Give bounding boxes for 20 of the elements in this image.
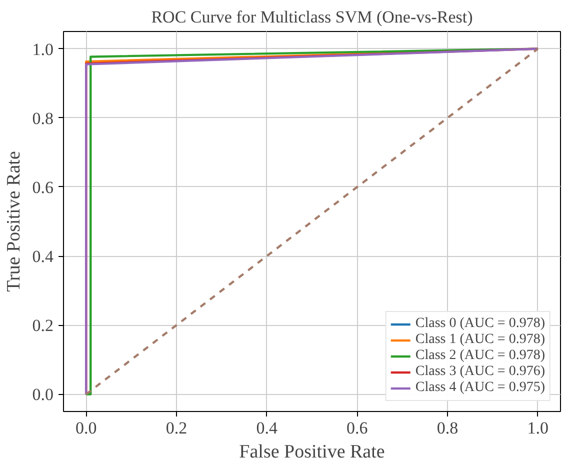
y-tick-label: 0.4 xyxy=(32,247,54,266)
legend-label: Class 4 (AUC = 0.975) xyxy=(415,380,545,396)
y-tick-label: 0.6 xyxy=(32,178,54,197)
legend-label: Class 1 (AUC = 0.978) xyxy=(415,332,545,348)
x-tick-label: 0.2 xyxy=(166,418,188,438)
x-axis-title: False Positive Rate xyxy=(239,442,385,462)
legend-label: Class 0 (AUC = 0.978) xyxy=(415,316,545,332)
legend-label: Class 2 (AUC = 0.978) xyxy=(415,348,545,364)
y-tick-label: 1.0 xyxy=(32,40,54,59)
legend-label: Class 3 (AUC = 0.976) xyxy=(415,364,545,380)
y-tick-label: 0.8 xyxy=(32,108,54,128)
x-tick-label: 0.8 xyxy=(436,418,458,438)
y-tick-label: 0.0 xyxy=(32,385,54,404)
x-tick-label: 0.6 xyxy=(346,418,368,438)
x-tick-label: 0.0 xyxy=(75,418,97,438)
chart-title: ROC Curve for Multiclass SVM (One-vs-Rest) xyxy=(151,8,473,26)
x-tick-label: 0.4 xyxy=(256,418,278,438)
y-tick-label: 0.2 xyxy=(32,316,54,336)
y-axis-title: True Positive Rate xyxy=(3,151,24,292)
x-tick-label: 1.0 xyxy=(527,418,549,438)
